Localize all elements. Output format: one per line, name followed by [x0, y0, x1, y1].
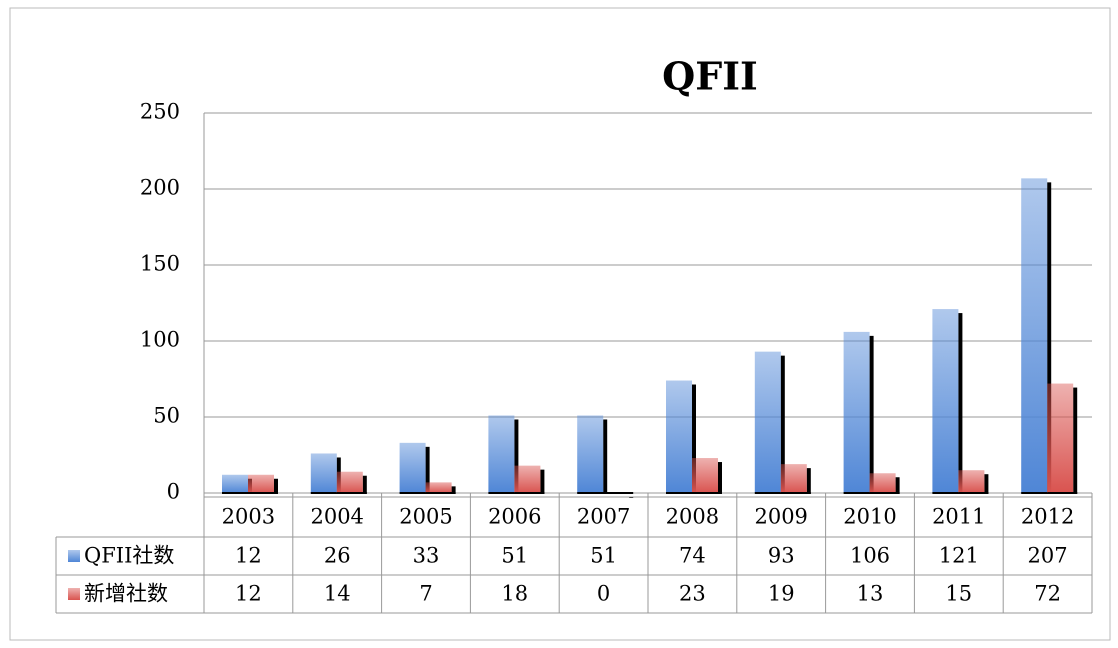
x-tick-label: 2011 — [932, 505, 985, 529]
bar — [1021, 178, 1048, 494]
bar — [932, 309, 959, 493]
bar — [577, 415, 604, 493]
bar — [958, 470, 985, 493]
table-value: 106 — [850, 544, 890, 568]
bar-shadow — [869, 335, 874, 494]
table-value: 93 — [768, 544, 795, 568]
bar-shadow — [718, 462, 722, 494]
bar — [488, 415, 515, 493]
bar-shadow — [958, 313, 963, 494]
bar — [1047, 383, 1074, 493]
table-value: 26 — [324, 544, 351, 568]
x-tick-label: 2008 — [666, 505, 719, 529]
bar-shadow — [451, 486, 456, 494]
bar-shadow — [603, 419, 608, 494]
x-tick-label: 2010 — [843, 505, 896, 529]
table-value: 18 — [501, 582, 528, 606]
bar — [780, 464, 807, 493]
bar — [666, 380, 692, 493]
bar-shadow — [895, 477, 900, 494]
bar — [514, 465, 541, 493]
bar — [754, 351, 781, 493]
table-value: 51 — [590, 544, 617, 568]
table-value: 14 — [324, 582, 351, 606]
bar-shadow — [540, 469, 545, 494]
bar — [222, 474, 248, 493]
y-tick-label: 50 — [153, 404, 180, 428]
legend-swatch — [68, 550, 80, 562]
table-value: 15 — [945, 582, 972, 606]
y-tick-label: 150 — [140, 252, 180, 276]
y-tick-label: 100 — [140, 328, 180, 352]
legend-label: QFII社数 — [84, 544, 174, 568]
table-value: 7 — [419, 582, 432, 606]
bar — [310, 453, 337, 493]
bar — [843, 331, 870, 493]
bar — [869, 473, 896, 493]
bar-shadow — [984, 474, 989, 494]
bar-shadow — [274, 478, 278, 494]
table-value: 0 — [597, 582, 610, 606]
bar-shadow — [780, 355, 785, 494]
table-value: 72 — [1034, 582, 1061, 606]
y-tick-label: 250 — [140, 100, 180, 124]
bar — [336, 471, 363, 493]
bar-shadow — [806, 468, 811, 494]
table-value: 12 — [235, 544, 262, 568]
table-value: 51 — [501, 544, 528, 568]
bar-shadow — [362, 475, 367, 494]
table-value: 23 — [679, 582, 706, 606]
x-tick-label: 2004 — [310, 505, 363, 529]
table-value: 19 — [768, 582, 795, 606]
y-tick-label: 0 — [167, 480, 180, 504]
table-value: 33 — [413, 544, 440, 568]
y-tick-label: 200 — [140, 176, 180, 200]
bar — [248, 474, 274, 493]
table-value: 74 — [679, 544, 706, 568]
x-tick-label: 2012 — [1021, 505, 1074, 529]
x-tick-label: 2009 — [754, 505, 807, 529]
bar-shadow — [692, 384, 696, 494]
bar-shadow — [425, 446, 430, 494]
bar-shadow — [1047, 182, 1052, 495]
table-value: 12 — [235, 582, 262, 606]
x-tick-label: 2005 — [399, 505, 452, 529]
x-tick-label: 2006 — [488, 505, 541, 529]
legend-label: 新增社数 — [84, 582, 168, 606]
x-tick-label: 2007 — [577, 505, 630, 529]
legend-swatch — [68, 588, 80, 600]
bar-shadow — [1073, 387, 1078, 494]
bar — [399, 442, 426, 493]
bar — [425, 482, 452, 493]
table-value: 121 — [939, 544, 979, 568]
bar — [692, 458, 718, 493]
table-value: 207 — [1028, 544, 1068, 568]
bar-shadow — [514, 419, 519, 494]
chart-title: QFII — [662, 54, 758, 99]
chart-frame — [9, 7, 1111, 641]
table-value: 13 — [857, 582, 884, 606]
x-tick-label: 2003 — [222, 505, 275, 529]
